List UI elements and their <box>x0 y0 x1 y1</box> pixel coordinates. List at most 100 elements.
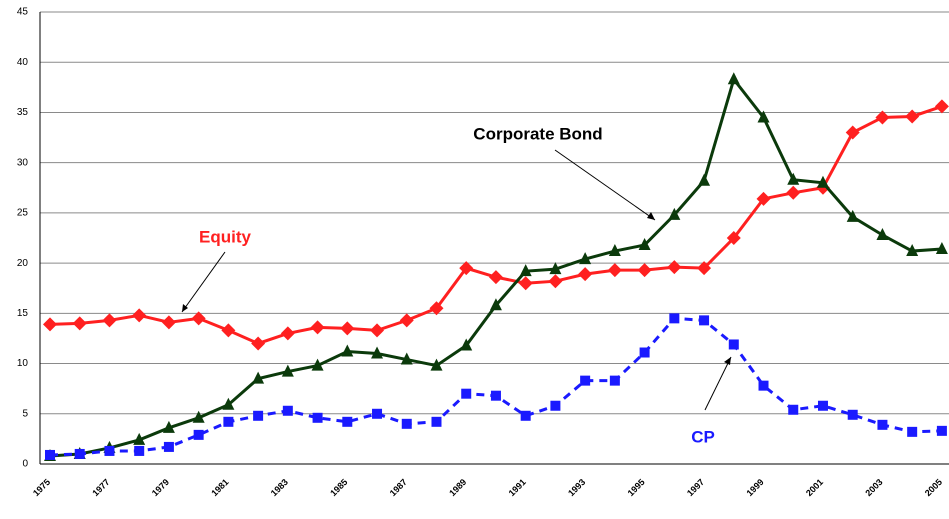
marker <box>788 404 799 415</box>
marker <box>578 267 593 282</box>
marker <box>728 339 739 350</box>
x-tick-label: 1985 <box>328 477 349 498</box>
marker <box>253 410 264 421</box>
marker <box>400 352 413 365</box>
marker <box>133 432 146 445</box>
marker <box>580 375 591 386</box>
marker <box>667 260 682 275</box>
marker <box>310 320 325 335</box>
x-tick-label: 1995 <box>626 477 647 498</box>
marker <box>607 263 622 278</box>
marker <box>669 313 680 324</box>
x-tick-label: 2003 <box>863 477 884 498</box>
x-tick-label: 1981 <box>209 477 230 498</box>
marker <box>489 298 502 311</box>
x-tick-label: 1991 <box>507 477 528 498</box>
marker <box>550 400 561 411</box>
marker <box>519 264 532 277</box>
marker <box>875 110 890 125</box>
x-tick-label: 2001 <box>804 477 825 498</box>
y-tick-label: 10 <box>17 358 29 369</box>
x-tick-label: 1979 <box>150 477 171 498</box>
marker <box>787 172 800 185</box>
y-tick-label: 15 <box>17 308 29 319</box>
marker <box>786 185 801 200</box>
marker <box>192 410 205 423</box>
marker <box>372 408 383 419</box>
marker <box>45 449 55 460</box>
cp-arrowhead <box>724 357 731 365</box>
marker <box>43 317 57 332</box>
y-tick-label: 30 <box>17 157 29 168</box>
bond-label: Corporate Bond <box>473 124 602 143</box>
marker <box>340 321 355 336</box>
marker <box>311 358 324 371</box>
x-tick-label: 1989 <box>447 477 468 498</box>
marker <box>579 252 592 265</box>
equity-arrow <box>181 251 226 313</box>
marker <box>430 358 443 371</box>
equity-label: Equity <box>199 227 251 246</box>
x-tick-label: 1977 <box>90 477 111 498</box>
marker <box>876 227 889 240</box>
marker <box>520 410 531 421</box>
marker <box>935 242 948 255</box>
marker <box>758 380 769 391</box>
marker <box>251 336 266 351</box>
cp-label: CP <box>691 427 715 446</box>
marker <box>877 419 888 430</box>
marker <box>161 315 176 330</box>
marker <box>223 416 234 427</box>
y-tick-label: 5 <box>22 408 28 419</box>
equity-arrowhead <box>182 304 188 312</box>
marker <box>342 416 353 427</box>
bond-arrowhead <box>647 212 655 220</box>
marker <box>221 323 236 338</box>
marker <box>490 390 501 401</box>
marker <box>459 261 474 276</box>
x-tick-label: 1975 <box>31 477 52 498</box>
y-tick-label: 25 <box>17 208 29 219</box>
marker <box>698 173 711 186</box>
marker <box>282 405 293 416</box>
marker <box>726 231 741 245</box>
marker <box>518 276 533 291</box>
marker <box>134 445 145 456</box>
cp-arrow <box>704 356 732 411</box>
marker <box>370 323 385 338</box>
y-tick-label: 0 <box>22 459 28 470</box>
marker <box>639 347 650 358</box>
marker <box>191 311 206 326</box>
marker <box>699 315 710 326</box>
marker <box>72 316 87 331</box>
marker <box>548 274 563 289</box>
marker <box>460 338 473 351</box>
y-tick-label: 20 <box>17 258 29 269</box>
marker <box>756 191 771 206</box>
x-tick-label: 1999 <box>744 477 765 498</box>
marker <box>697 261 712 276</box>
marker <box>549 262 562 275</box>
marker <box>846 209 859 222</box>
marker <box>461 388 472 399</box>
marker <box>845 125 860 140</box>
x-tick-label: 1987 <box>388 477 409 498</box>
marker <box>281 364 294 377</box>
marker <box>431 416 442 427</box>
marker <box>907 426 918 437</box>
y-tick-label: 35 <box>17 107 29 118</box>
marker <box>936 425 947 436</box>
marker <box>638 238 651 251</box>
marker <box>312 412 323 423</box>
marker <box>252 371 265 384</box>
marker <box>817 400 828 411</box>
marker <box>727 72 740 85</box>
marker <box>280 326 295 341</box>
marker <box>488 270 503 285</box>
marker <box>847 409 858 420</box>
marker <box>934 99 949 114</box>
marker <box>371 346 384 359</box>
marker <box>816 175 829 188</box>
marker <box>222 397 235 410</box>
